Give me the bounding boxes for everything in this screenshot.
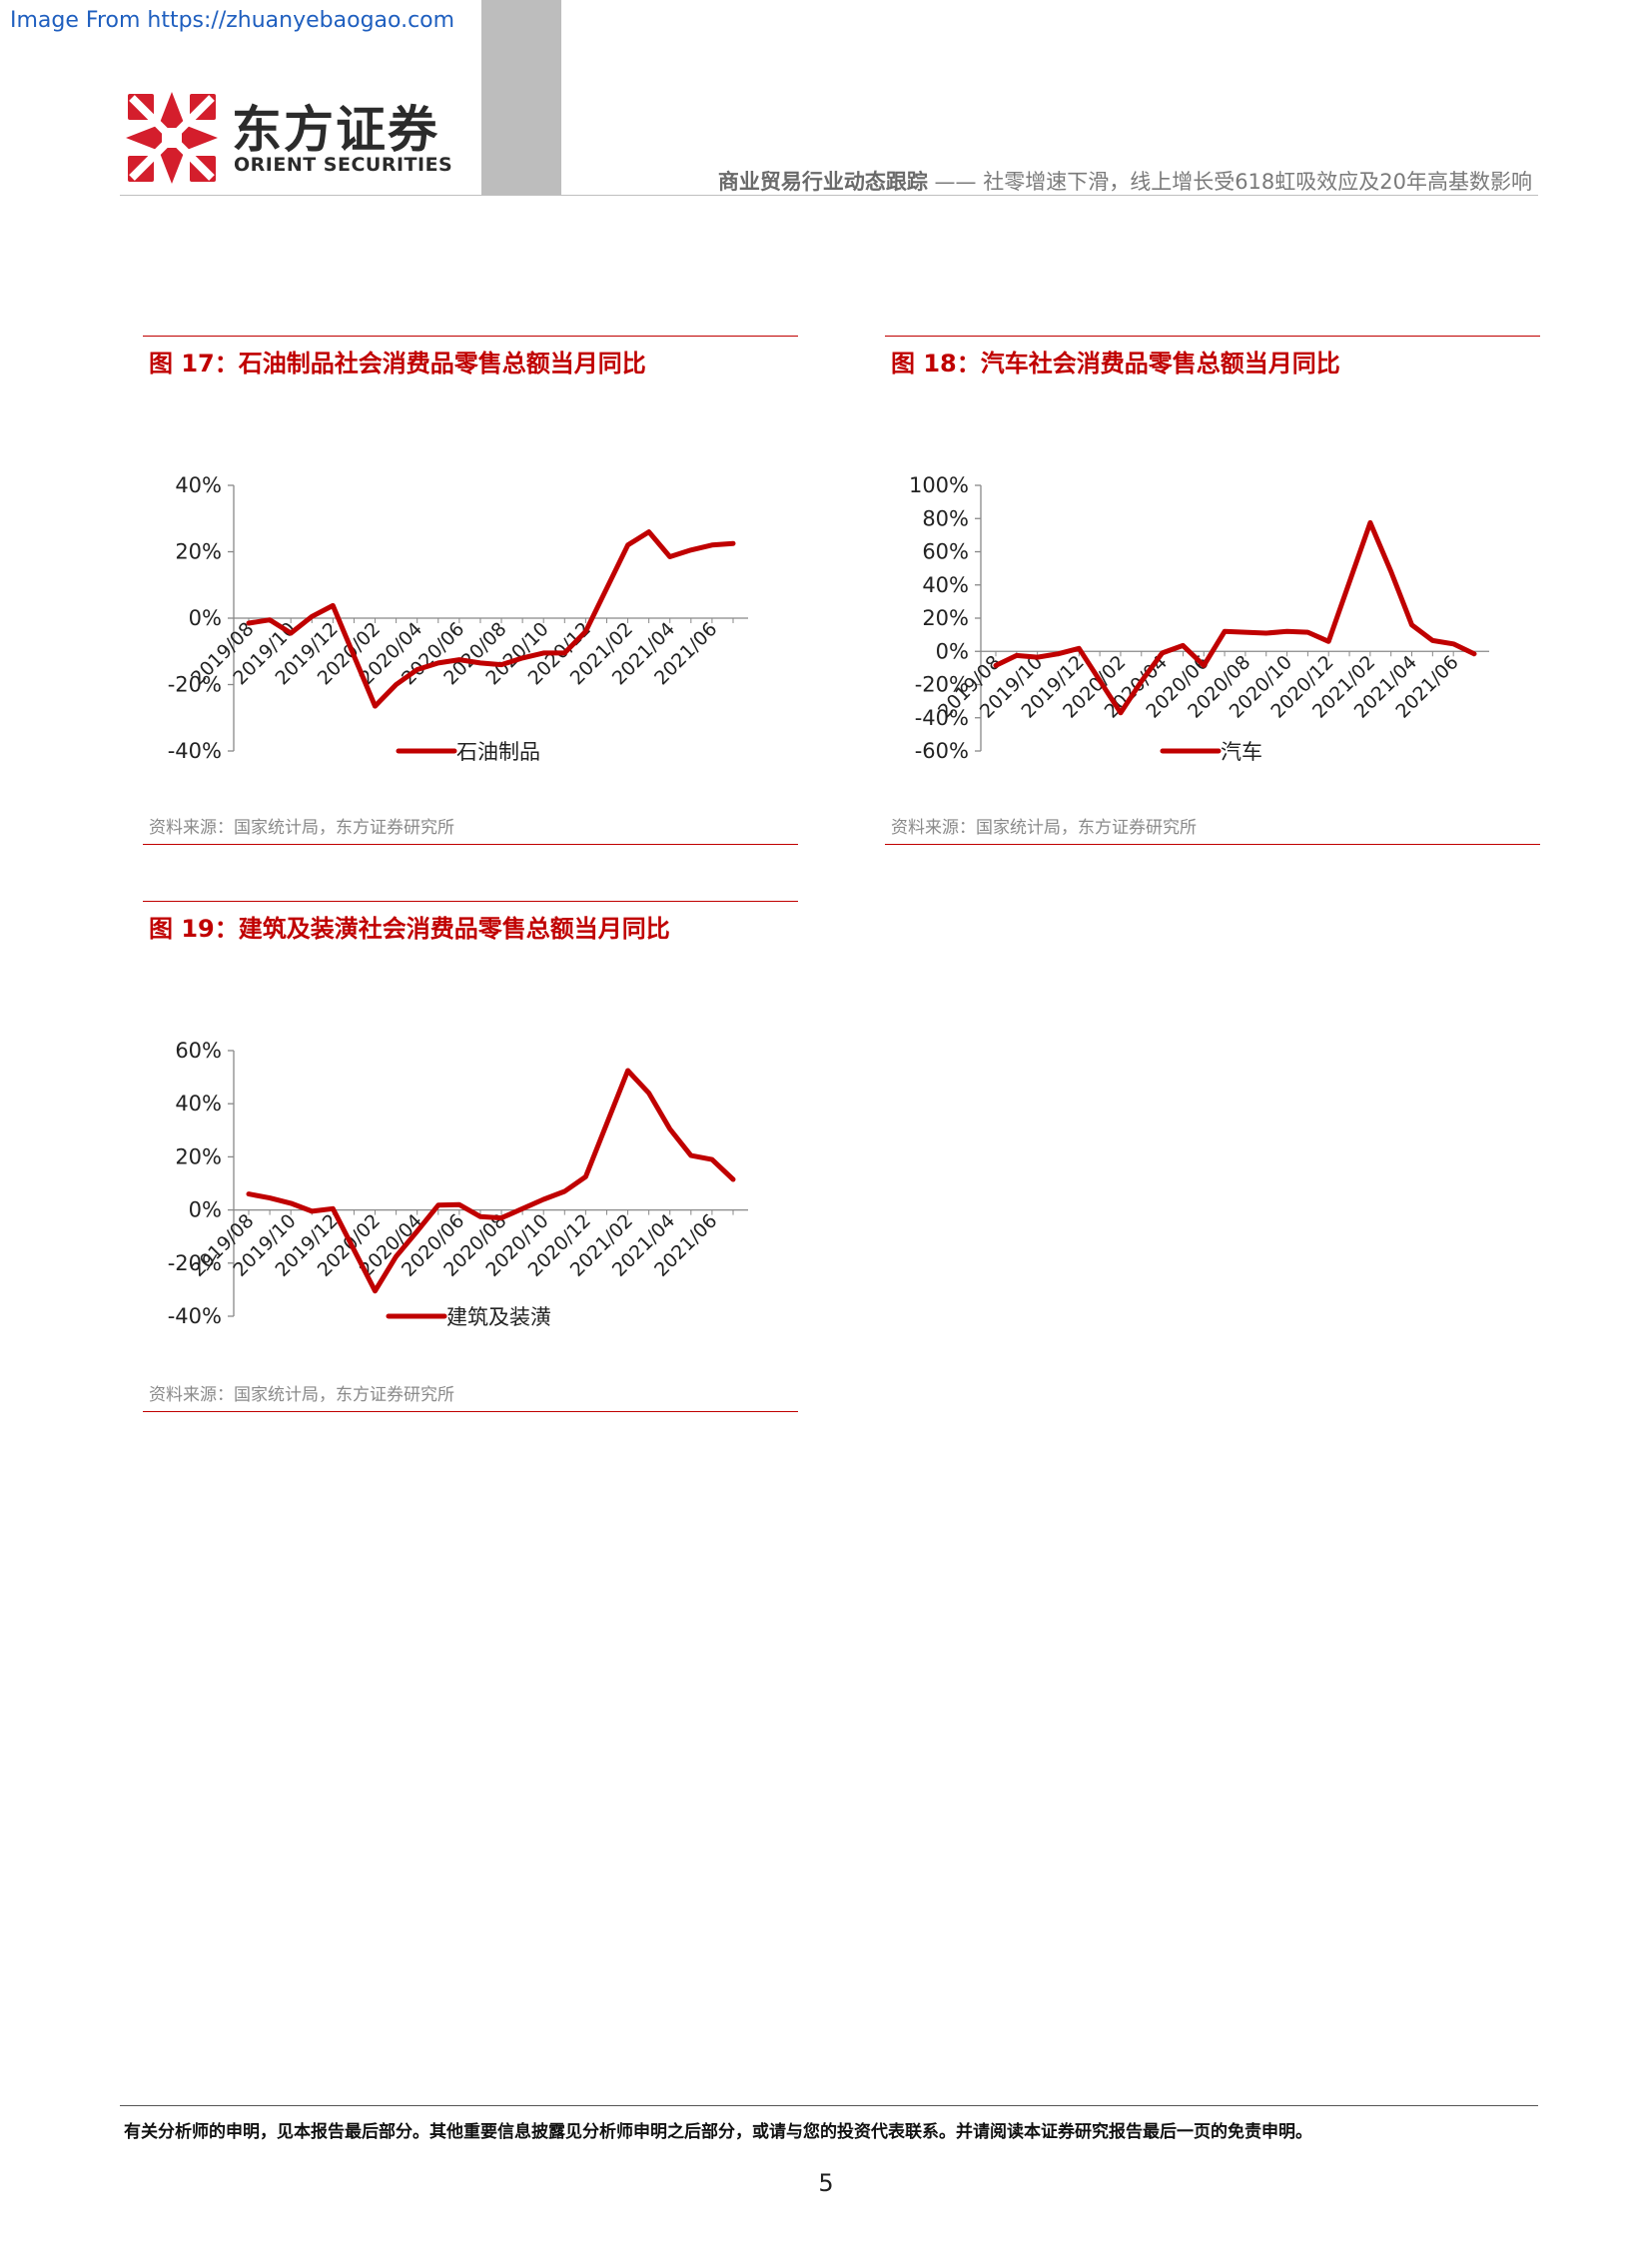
legend-label: 汽车 <box>1221 740 1262 764</box>
y-tick-label: 100% <box>909 473 969 497</box>
footer-divider <box>120 2105 1538 2106</box>
series-line <box>246 529 736 709</box>
y-tick-label: 60% <box>922 540 969 564</box>
y-tick-label: 20% <box>175 1144 222 1168</box>
legend-label: 石油制品 <box>456 740 540 764</box>
footer-disclaimer: 有关分析师的申明，见本报告最后部分。其他重要信息披露见分析师申明之后部分，或请与… <box>124 2122 1312 2142</box>
y-tick-label: 80% <box>922 506 969 530</box>
y-tick-label: -40% <box>168 1304 222 1328</box>
figure-title: 图 17：石油制品社会消费品零售总额当月同比 <box>149 350 646 377</box>
figure-bottom-rule <box>885 844 1540 845</box>
y-tick-label: 40% <box>175 1092 222 1116</box>
line-chart-petroleum: 40%20%0%-20%-40%2019/082019/102019/12202… <box>168 473 748 763</box>
y-tick-label: -60% <box>915 739 969 763</box>
series-line <box>246 1068 736 1294</box>
chart-legend: 汽车 <box>1160 740 1262 764</box>
figure-title: 图 19：建筑及装潢社会消费品零售总额当月同比 <box>149 915 670 943</box>
logo-text-cn: 东方证券 <box>232 101 439 159</box>
y-tick-label: 20% <box>175 540 222 564</box>
report-category: 商业贸易行业动态跟踪 <box>717 170 928 194</box>
figure-source: 资料来源：国家统计局，东方证券研究所 <box>149 818 454 838</box>
figure-bottom-rule <box>143 1411 798 1412</box>
report-subtitle: —— 社零增速下滑，线上增长受618虹吸效应及20年高基数影响 <box>934 170 1532 194</box>
y-tick-label: -40% <box>915 706 969 730</box>
figure-top-rule <box>143 901 798 902</box>
figure-source: 资料来源：国家统计局，东方证券研究所 <box>891 818 1197 838</box>
figure-top-rule <box>143 336 798 337</box>
y-tick-label: -20% <box>168 1251 222 1275</box>
y-tick-label: 60% <box>175 1039 222 1063</box>
figure-18: 图 18：汽车社会消费品零售总额当月同比 100% 80% 60% 40% 20% 0% -… <box>885 336 1540 845</box>
y-tick-label: 20% <box>922 606 969 630</box>
logo-mark-icon <box>126 92 218 184</box>
report-header-title: 商业贸易行业动态跟踪 —— 社零增速下滑，线上增长受618虹吸效应及20年高基数… <box>718 166 1532 196</box>
y-tick-label: -40% <box>168 739 222 763</box>
company-logo: 东方证券 ORIENT SECURITIES <box>120 88 459 188</box>
series-line <box>993 519 1477 716</box>
chart-legend: 建筑及装潢 <box>386 1305 551 1329</box>
header-gray-bar <box>481 0 561 196</box>
figure-title: 图 18：汽车社会消费品零售总额当月同比 <box>891 350 1340 377</box>
page-number: 5 <box>818 2169 834 2197</box>
y-tick-label: 0% <box>189 1198 222 1222</box>
chart-legend: 石油制品 <box>396 740 540 764</box>
figure-top-rule <box>885 336 1540 337</box>
figure-17: 图 17：石油制品社会消费品零售总额当月同比 40% 20% 0% -20% -40% 2… <box>143 336 798 845</box>
figure-19: 图 19：建筑及装潢社会消费品零售总额当月同比 60% 40% 20% 0% -20% -… <box>143 901 798 1412</box>
figure-source: 资料来源：国家统计局，东方证券研究所 <box>149 1385 454 1405</box>
figure-bottom-rule <box>143 844 798 845</box>
line-chart-building-decoration: 60%40%20%0%-20%-40%2019/082019/102019/12… <box>168 1039 748 1328</box>
y-tick-label: 0% <box>189 606 222 630</box>
y-tick-label: -20% <box>168 673 222 697</box>
y-tick-label: 40% <box>175 473 222 497</box>
header-divider <box>120 195 1538 196</box>
y-tick-label: -20% <box>915 673 969 697</box>
logo-text-en: ORIENT SECURITIES <box>234 154 453 176</box>
y-tick-label: 40% <box>922 573 969 597</box>
y-tick-label: 0% <box>936 639 969 663</box>
source-link[interactable]: Image From https://zhuanyebaogao.com <box>10 8 455 33</box>
line-chart-automobile: 100%80%60%40%20%0%-20%-40%-60%2019/08201… <box>909 473 1489 763</box>
legend-label: 建筑及装潢 <box>446 1305 551 1329</box>
